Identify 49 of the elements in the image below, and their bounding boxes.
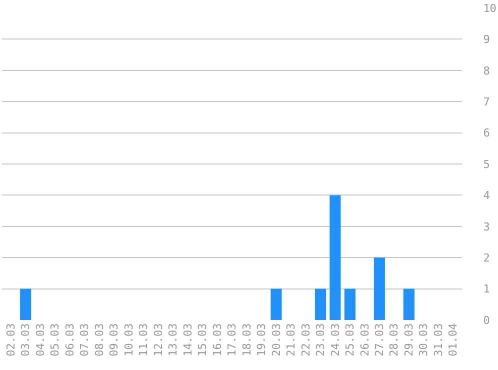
x-tick-label: 08.03 xyxy=(92,323,106,356)
bar xyxy=(20,288,32,320)
x-tick-label: 31.03 xyxy=(432,323,445,356)
x-tick-label: 23.03 xyxy=(314,323,328,356)
y-tick-label: 4 xyxy=(483,189,490,202)
x-tick-label: 26.03 xyxy=(358,323,372,356)
x-tick-label: 05.03 xyxy=(48,323,62,356)
x-tick-label: 24.03 xyxy=(328,323,342,356)
bar xyxy=(374,258,385,320)
x-tick-label: 02.03 xyxy=(4,323,18,356)
x-tick-label: 22.03 xyxy=(299,323,312,356)
bar xyxy=(330,195,341,320)
bar xyxy=(403,288,414,320)
x-tick-label: 07.03 xyxy=(78,323,92,356)
x-tick-label: 19.03 xyxy=(255,323,268,356)
x-tick-label: 16.03 xyxy=(210,323,224,356)
x-tick-label: 03.03 xyxy=(19,323,32,356)
y-tick-label: 10 xyxy=(483,2,496,15)
x-tick-label: 11.03 xyxy=(137,323,150,356)
y-tick-label: 7 xyxy=(483,95,490,108)
y-tick-label: 1 xyxy=(483,282,490,296)
x-tick-label: 21.03 xyxy=(284,323,298,356)
x-tick-label: 18.03 xyxy=(240,323,254,356)
x-tick-label: 29.03 xyxy=(402,323,416,356)
x-tick-label: 13.03 xyxy=(166,323,180,356)
x-tick-label: 14.03 xyxy=(181,323,194,356)
x-tick-label: 12.03 xyxy=(152,323,165,356)
x-tick-label: 09.03 xyxy=(108,323,121,356)
x-tick-label: 28.03 xyxy=(388,323,401,356)
y-tick-label: 0 xyxy=(483,314,490,327)
x-tick-label: 30.03 xyxy=(417,323,430,356)
y-tick-label: 5 xyxy=(483,158,490,171)
y-tick-label: 2 xyxy=(483,251,490,264)
x-tick-label: 20.03 xyxy=(270,323,283,356)
x-tick-label: 27.03 xyxy=(373,323,386,356)
bar xyxy=(344,288,356,320)
x-tick-label: 04.03 xyxy=(34,323,47,356)
y-tick-label: 6 xyxy=(483,126,490,140)
x-tick-label: 15.03 xyxy=(196,323,210,356)
x-tick-label: 10.03 xyxy=(122,323,136,356)
y-tick-label: 3 xyxy=(483,220,490,234)
x-tick-label: 06.03 xyxy=(63,323,76,356)
bar xyxy=(270,288,282,320)
x-tick-label: 25.03 xyxy=(344,323,357,356)
x-tick-label: 17.03 xyxy=(226,323,239,356)
x-tick-label: 01.04 xyxy=(446,322,460,356)
y-tick-label: 8 xyxy=(483,64,490,78)
y-tick-label: 9 xyxy=(483,33,490,46)
bar xyxy=(314,288,326,320)
